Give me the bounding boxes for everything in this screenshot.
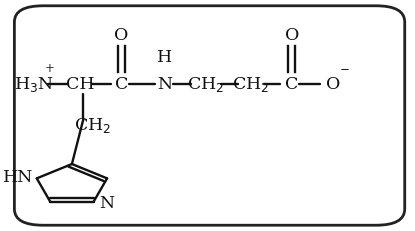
Text: CH: CH bbox=[66, 76, 95, 93]
Text: −: − bbox=[340, 62, 350, 75]
Text: H: H bbox=[157, 49, 172, 66]
Text: N: N bbox=[157, 76, 172, 93]
Text: CH$_2$: CH$_2$ bbox=[232, 75, 269, 94]
FancyBboxPatch shape bbox=[15, 6, 405, 225]
Text: N: N bbox=[99, 195, 115, 212]
Text: CH$_2$: CH$_2$ bbox=[74, 116, 111, 135]
Text: CH$_2$: CH$_2$ bbox=[187, 75, 224, 94]
Text: O: O bbox=[285, 27, 299, 44]
Text: C: C bbox=[115, 76, 128, 93]
Text: O: O bbox=[326, 76, 340, 93]
Text: O: O bbox=[114, 27, 128, 44]
Text: C: C bbox=[285, 76, 298, 93]
Text: H$_3$N: H$_3$N bbox=[14, 75, 54, 94]
Text: HN: HN bbox=[3, 169, 34, 186]
Text: +: + bbox=[45, 62, 55, 75]
